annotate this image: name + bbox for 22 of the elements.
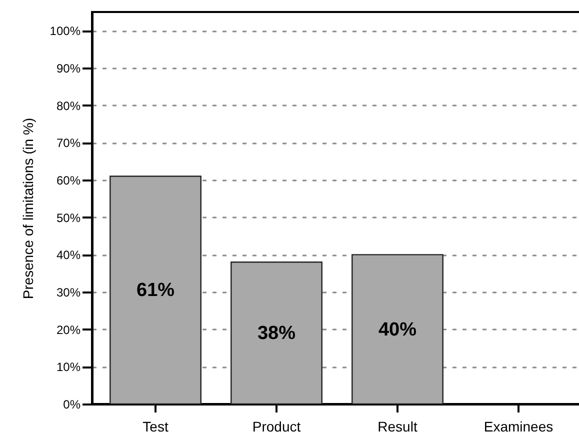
x-tick-label: Result — [378, 418, 418, 434]
y-tick-label: 10% — [56, 360, 81, 374]
x-tick-label: Examinees — [484, 418, 554, 434]
y-tick-label: 50% — [56, 210, 81, 225]
data-label: 38% — [257, 323, 296, 344]
y-tick-label: 30% — [56, 286, 81, 300]
y-tick-label: 60% — [56, 174, 81, 188]
y-tick-label: 90% — [56, 62, 81, 76]
y-tick-label: 100% — [50, 24, 81, 38]
y-tick-label: 0% — [63, 398, 81, 412]
x-tick-label: Product — [252, 418, 301, 434]
y-tick-label: 20% — [56, 322, 81, 337]
bar — [230, 262, 322, 405]
data-label: 40% — [378, 319, 417, 340]
y-tick-label: 70% — [56, 136, 81, 150]
data-label: 61% — [136, 280, 175, 302]
bar — [110, 176, 202, 405]
y-axis-title: Presence of limitations (in %) — [20, 118, 36, 300]
bar — [352, 254, 444, 405]
x-tick-label: Test — [142, 418, 168, 434]
y-tick-label: 40% — [56, 248, 81, 262]
y-tick-label: 80% — [56, 98, 81, 113]
